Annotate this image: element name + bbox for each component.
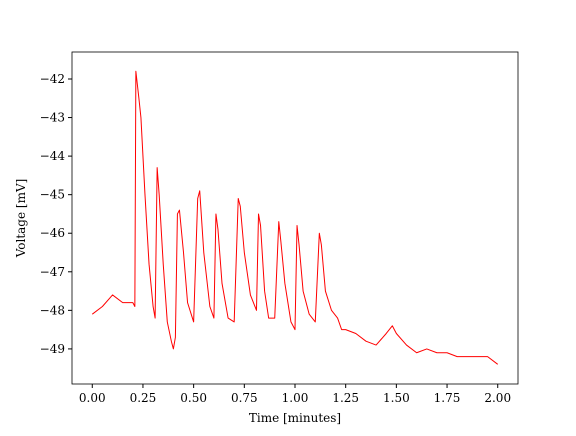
y-tick-label: −47 [40,265,65,279]
y-axis-label: Voltage [mV] [14,179,28,259]
y-tick-label: −43 [40,111,65,125]
x-tick-label: 1.50 [383,391,410,405]
y-tick-label: −46 [40,226,65,240]
y-tick-label: −44 [40,149,66,163]
x-tick-label: 1.75 [434,391,461,405]
x-tick-label: 2.00 [484,391,511,405]
x-tick-label: 0.00 [79,391,106,405]
x-tick-label: 0.75 [231,391,258,405]
line-trace [91,70,499,365]
x-tick-label: 0.50 [180,391,207,405]
y-tick-label: −48 [40,303,65,317]
plot-frame [71,51,519,385]
x-tick-label: 0.25 [130,391,157,405]
y-tick-label: −45 [40,188,65,202]
y-tick-label: −42 [40,72,65,86]
x-tick-label: 1.25 [332,391,359,405]
y-tick-label: −49 [40,342,65,356]
x-axis-label: Time [minutes] [249,411,341,425]
x-tick-label: 1.00 [282,391,309,405]
